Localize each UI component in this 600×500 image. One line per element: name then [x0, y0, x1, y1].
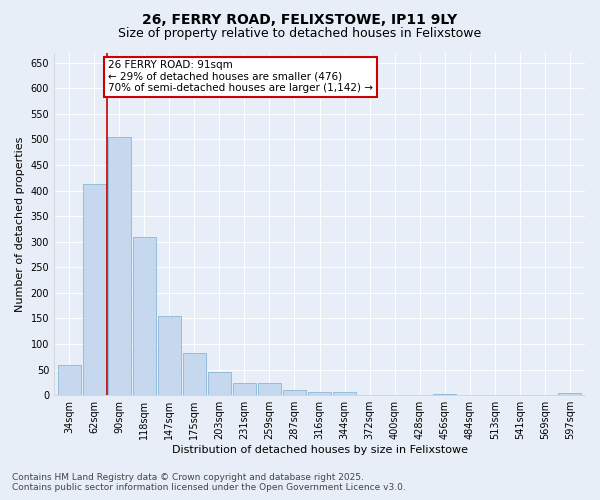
- Bar: [258, 383, 281, 395]
- Bar: [333, 392, 356, 395]
- Text: 26, FERRY ROAD, FELIXSTOWE, IP11 9LY: 26, FERRY ROAD, FELIXSTOWE, IP11 9LY: [142, 12, 458, 26]
- Text: Contains HM Land Registry data © Crown copyright and database right 2025.
Contai: Contains HM Land Registry data © Crown c…: [12, 473, 406, 492]
- Bar: [133, 236, 156, 395]
- Bar: [158, 316, 181, 395]
- Bar: [208, 372, 231, 395]
- Bar: [433, 394, 456, 395]
- Text: Size of property relative to detached houses in Felixstowe: Size of property relative to detached ho…: [118, 28, 482, 40]
- Bar: [183, 354, 206, 395]
- Bar: [559, 393, 581, 395]
- Bar: [107, 137, 131, 395]
- Bar: [308, 392, 331, 395]
- Bar: [83, 184, 106, 395]
- Bar: [58, 364, 80, 395]
- Bar: [283, 390, 306, 395]
- Bar: [233, 384, 256, 395]
- Text: 26 FERRY ROAD: 91sqm
← 29% of detached houses are smaller (476)
70% of semi-deta: 26 FERRY ROAD: 91sqm ← 29% of detached h…: [108, 60, 373, 94]
- Y-axis label: Number of detached properties: Number of detached properties: [15, 136, 25, 312]
- X-axis label: Distribution of detached houses by size in Felixstowe: Distribution of detached houses by size …: [172, 445, 467, 455]
